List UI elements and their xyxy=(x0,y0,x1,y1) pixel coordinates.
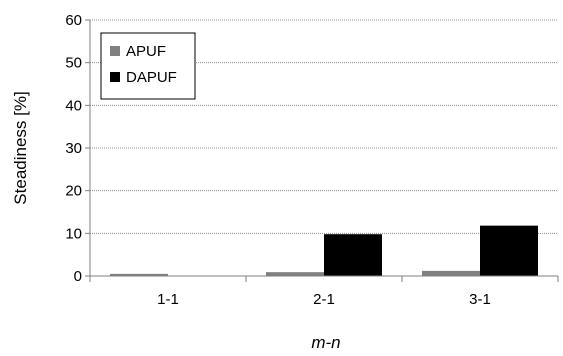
legend-swatch-apuf xyxy=(110,46,120,56)
legend-swatch-dapuf xyxy=(110,72,120,82)
legend: APUF DAPUF xyxy=(100,32,196,100)
y-tick-label: 60 xyxy=(65,12,82,29)
y-tick-label: 0 xyxy=(74,268,82,285)
y-tick-labels: 0 10 20 30 40 50 60 xyxy=(65,12,82,285)
y-tick-label: 50 xyxy=(65,55,82,72)
y-tick-label: 10 xyxy=(65,225,82,242)
legend-label-apuf: APUF xyxy=(126,43,166,60)
bar-dapuf-3-1 xyxy=(480,225,538,276)
y-tick-label: 20 xyxy=(65,183,82,200)
bars xyxy=(110,225,538,276)
bar-apuf-3-1 xyxy=(422,270,480,276)
legend-label-dapuf: DAPUF xyxy=(126,69,177,86)
x-tick-label: 3-1 xyxy=(469,291,491,308)
y-tick-label: 40 xyxy=(65,97,82,114)
bar-dapuf-2-1 xyxy=(324,234,382,276)
x-tick-label: 1-1 xyxy=(157,291,179,308)
axes xyxy=(85,19,559,282)
y-tick-label: 30 xyxy=(65,140,82,157)
bar-apuf-1-1 xyxy=(110,273,168,276)
legend-box xyxy=(100,32,196,100)
bar-apuf-2-1 xyxy=(266,272,324,276)
x-tick-labels: 1-1 2-1 3-1 xyxy=(157,291,491,308)
x-axis-title: m-n xyxy=(311,333,340,352)
x-tick-label: 2-1 xyxy=(313,291,335,308)
y-axis-title: Steadiness [%] xyxy=(11,91,30,204)
